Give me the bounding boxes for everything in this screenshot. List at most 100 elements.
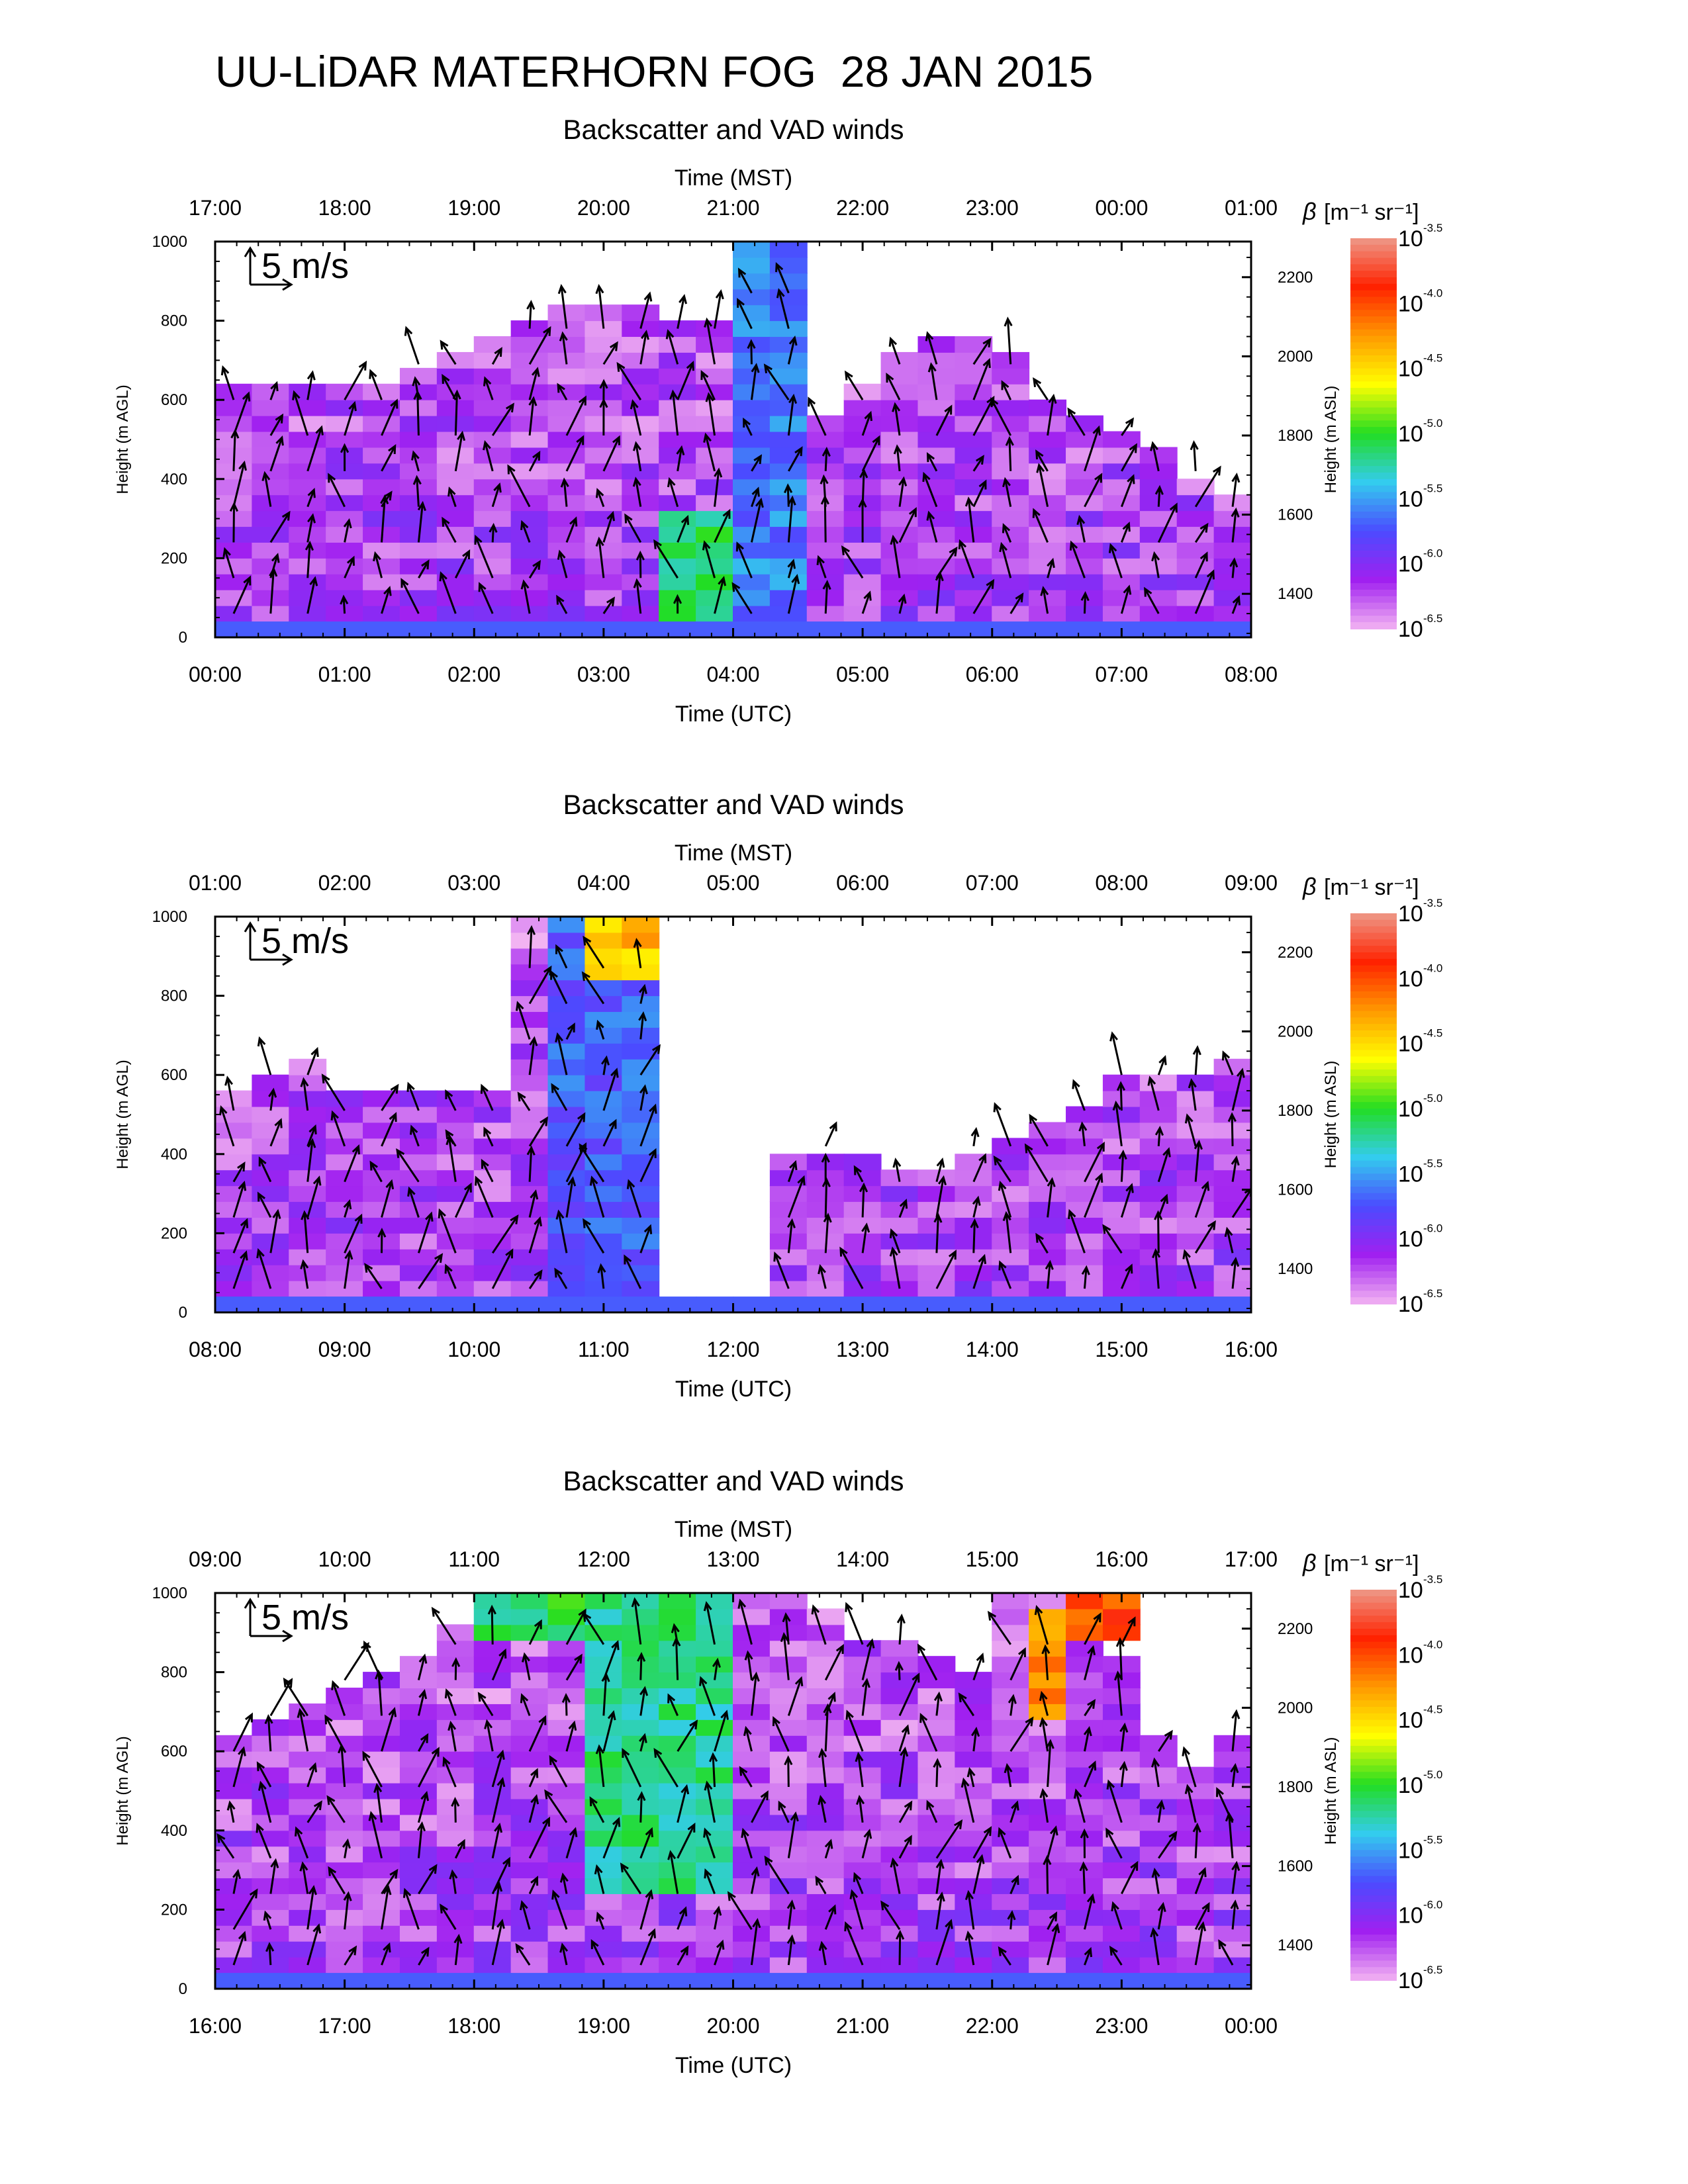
backscatter-cell — [1102, 1248, 1141, 1265]
wind-vector — [1157, 1056, 1166, 1075]
wind-vector — [988, 1612, 1011, 1645]
wind-vector-head — [445, 1129, 454, 1140]
wind-vector — [967, 1891, 975, 1930]
wind-vector — [635, 478, 642, 507]
colorbar-segment — [1350, 978, 1397, 986]
colorbar-segment — [1350, 1785, 1397, 1792]
y-tick-label-right: 1800 — [1278, 427, 1313, 445]
backscatter-cell — [252, 1232, 290, 1250]
colorbar-segment — [1350, 296, 1397, 304]
wind-vector-head — [1002, 1210, 1011, 1222]
surface-layer-cell — [548, 1297, 586, 1312]
wind-vector — [677, 1946, 688, 1966]
wind-vector-head — [453, 1933, 463, 1944]
wind-vector — [898, 508, 917, 543]
wind-vector — [598, 1746, 605, 1788]
wind-vector — [1120, 475, 1135, 508]
wind-vector — [714, 578, 725, 614]
wind-vector — [705, 1603, 716, 1645]
wind-vector — [787, 1161, 797, 1183]
wind-vector — [1109, 545, 1123, 578]
wind-vector-head — [763, 363, 773, 374]
wind-vector-head — [667, 1850, 677, 1860]
y-axis-label-right: Height (m ASL) — [1322, 386, 1340, 494]
backscatter-cell — [917, 1862, 956, 1879]
backscatter-cell — [363, 1940, 400, 1958]
surface-layer-cell — [881, 1297, 919, 1312]
backscatter-cell — [843, 1909, 882, 1926]
wind-vector — [1084, 1647, 1094, 1680]
backscatter-cell — [585, 948, 623, 965]
wind-vector — [714, 1711, 728, 1752]
wind-vector-head — [815, 1875, 823, 1886]
wind-vector-head — [312, 1923, 322, 1934]
wind-vector-head — [735, 541, 744, 552]
wind-vector-head — [1080, 1828, 1089, 1839]
backscatter-cell — [1139, 1185, 1178, 1203]
backscatter-cell — [547, 1608, 586, 1625]
wind-vector — [269, 1860, 277, 1894]
wind-vector-head — [820, 474, 829, 484]
backscatter-cell — [733, 1909, 771, 1926]
wind-vector — [750, 1674, 757, 1716]
colorbar-segment — [1350, 1954, 1397, 1962]
wind-vector — [381, 1944, 391, 1966]
surface-layer-cell — [1066, 1297, 1104, 1312]
wind-vector-head — [983, 1826, 992, 1837]
colorbar-segment — [1350, 551, 1397, 558]
wind-vector — [598, 286, 605, 329]
backscatter-cell — [1176, 541, 1215, 559]
backscatter-cell — [252, 1169, 290, 1187]
backscatter-cell — [843, 415, 882, 432]
wind-vector-head — [752, 1918, 761, 1929]
backscatter-cell — [215, 541, 253, 559]
backscatter-cell — [473, 431, 512, 448]
wind-vector-head — [841, 545, 850, 556]
wind-vector — [528, 927, 533, 968]
wind-vector-head — [1127, 1616, 1136, 1627]
x-tick-label-top: 15:00 — [966, 1547, 1019, 1571]
backscatter-cell — [1176, 1956, 1215, 1974]
wind-vector-head — [283, 1677, 292, 1688]
backscatter-cell — [622, 1042, 660, 1060]
backscatter-cell — [326, 510, 364, 527]
y-tick-label-left: 400 — [161, 1822, 187, 1840]
backscatter-cell — [1213, 1956, 1251, 1974]
backscatter-cell — [992, 1719, 1030, 1736]
y-tick-label-right: 1400 — [1278, 1260, 1313, 1278]
wind-vector — [967, 498, 975, 543]
wind-vector — [677, 1786, 688, 1823]
wind-vector-head — [295, 1826, 303, 1837]
backscatter-cell — [1139, 1940, 1178, 1958]
backscatter-cell — [917, 510, 956, 527]
wind-vector — [935, 573, 941, 614]
wind-vector-head — [299, 1861, 308, 1872]
wind-vector — [377, 1671, 383, 1716]
wind-vector-head — [639, 1733, 647, 1743]
colorbar-segment — [1350, 1856, 1397, 1864]
wind-vector-head — [599, 398, 608, 408]
x-axis-label-top: Time (MST) — [675, 1517, 792, 1542]
wind-vector-head — [1002, 477, 1011, 488]
colorbar-segment — [1350, 1154, 1397, 1161]
backscatter-cell — [1102, 541, 1141, 559]
wind-vector-head — [412, 475, 422, 485]
colorbar-tick-exponent: -4.5 — [1423, 1027, 1442, 1040]
backscatter-cell — [1102, 1956, 1141, 1974]
wind-vector — [765, 1856, 790, 1895]
wind-vector — [306, 1048, 318, 1075]
colorbar-segment — [1350, 1056, 1397, 1064]
backscatter-cell — [843, 1940, 882, 1958]
backscatter-cell — [917, 541, 956, 559]
backscatter-cell — [585, 447, 623, 464]
colorbar-segment — [1350, 1752, 1397, 1760]
backscatter-cell — [1066, 447, 1103, 464]
backscatter-cell — [326, 1264, 364, 1281]
colorbar-segment — [1350, 1719, 1397, 1727]
wind-vector-head — [578, 395, 586, 406]
backscatter-cell — [399, 1656, 438, 1673]
x-tick-label-bottom: 01:00 — [318, 662, 371, 686]
wind-vector — [994, 1103, 1012, 1147]
backscatter-cell — [585, 1956, 623, 1974]
wind-vector-head — [551, 1083, 559, 1093]
